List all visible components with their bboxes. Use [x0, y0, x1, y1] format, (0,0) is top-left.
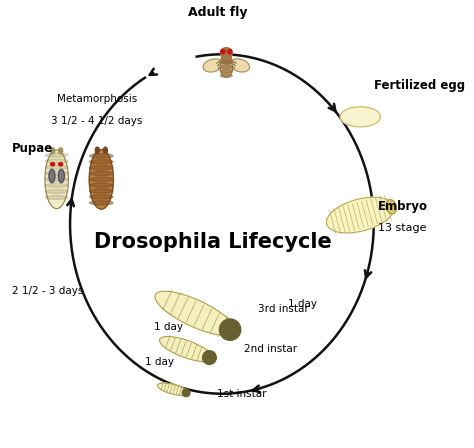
- Text: Adult fly: Adult fly: [188, 5, 247, 18]
- Ellipse shape: [59, 148, 63, 154]
- Ellipse shape: [220, 58, 233, 77]
- Text: 1 day: 1 day: [288, 299, 317, 310]
- Ellipse shape: [51, 163, 55, 166]
- Ellipse shape: [45, 150, 68, 209]
- Text: Metamorphosis: Metamorphosis: [57, 94, 137, 104]
- Ellipse shape: [51, 148, 55, 154]
- Ellipse shape: [59, 163, 63, 166]
- Ellipse shape: [90, 159, 113, 164]
- Ellipse shape: [157, 383, 188, 396]
- Ellipse shape: [45, 159, 68, 163]
- Circle shape: [219, 319, 241, 340]
- Text: Embryo: Embryo: [378, 200, 428, 213]
- Ellipse shape: [220, 70, 232, 73]
- Ellipse shape: [45, 165, 68, 169]
- Ellipse shape: [155, 291, 235, 336]
- Ellipse shape: [90, 183, 113, 187]
- Ellipse shape: [203, 59, 223, 72]
- Ellipse shape: [327, 197, 394, 233]
- Circle shape: [220, 47, 232, 59]
- Text: 3 1/2 - 4 1/2 days: 3 1/2 - 4 1/2 days: [51, 116, 143, 126]
- Ellipse shape: [90, 154, 113, 158]
- Text: Drosophila Lifecycle: Drosophila Lifecycle: [94, 232, 332, 252]
- Ellipse shape: [45, 183, 68, 187]
- Ellipse shape: [90, 189, 113, 193]
- Ellipse shape: [230, 59, 250, 72]
- Ellipse shape: [45, 195, 68, 199]
- Text: 3rd instar: 3rd instar: [258, 304, 309, 314]
- Ellipse shape: [45, 177, 68, 181]
- Circle shape: [202, 351, 216, 364]
- Ellipse shape: [103, 147, 107, 153]
- Ellipse shape: [89, 150, 113, 209]
- Ellipse shape: [220, 61, 232, 64]
- Text: 2 1/2 - 3 days: 2 1/2 - 3 days: [12, 286, 83, 296]
- Ellipse shape: [90, 171, 113, 176]
- Circle shape: [182, 389, 190, 396]
- Ellipse shape: [90, 201, 113, 205]
- Ellipse shape: [220, 65, 232, 69]
- Ellipse shape: [45, 153, 68, 157]
- Ellipse shape: [58, 169, 64, 183]
- Ellipse shape: [90, 195, 113, 199]
- Ellipse shape: [90, 177, 113, 181]
- Ellipse shape: [49, 169, 55, 183]
- Ellipse shape: [95, 147, 99, 153]
- Ellipse shape: [340, 107, 381, 127]
- Text: 1 day: 1 day: [154, 322, 183, 332]
- Ellipse shape: [45, 171, 68, 175]
- Ellipse shape: [221, 49, 225, 54]
- Text: 13 stage: 13 stage: [378, 224, 427, 233]
- Text: Pupae: Pupae: [12, 142, 53, 155]
- Ellipse shape: [160, 336, 213, 362]
- Text: 1st instar: 1st instar: [218, 389, 267, 399]
- Ellipse shape: [228, 49, 232, 54]
- Ellipse shape: [221, 55, 232, 64]
- Text: Fertilized egg: Fertilized egg: [374, 79, 465, 92]
- Ellipse shape: [220, 74, 232, 78]
- Ellipse shape: [386, 200, 396, 214]
- Ellipse shape: [45, 190, 68, 194]
- Text: 1 day: 1 day: [145, 358, 174, 367]
- Text: 2nd instar: 2nd instar: [244, 344, 297, 354]
- Ellipse shape: [90, 165, 113, 170]
